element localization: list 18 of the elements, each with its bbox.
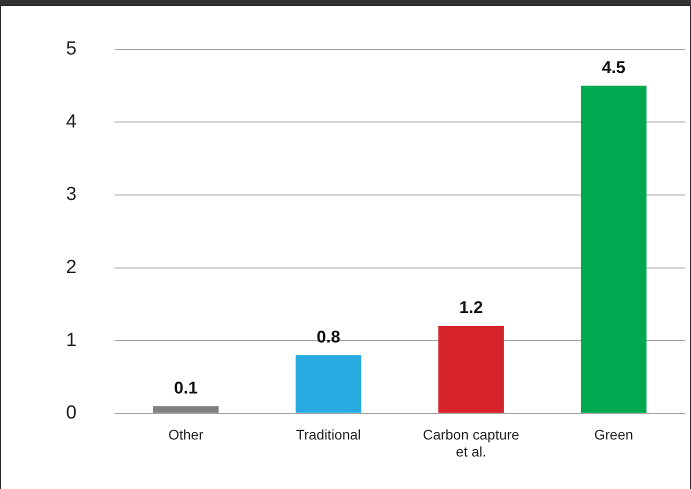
y-tick-label: 5: [66, 38, 77, 60]
bar: [438, 326, 504, 413]
data-label: 4.5: [602, 58, 626, 77]
y-tick-label: 4: [66, 111, 77, 132]
x-tick-label: Other: [168, 426, 204, 443]
data-label: 0.8: [316, 327, 340, 346]
y-tick-label: 2: [66, 257, 77, 278]
bar: [296, 355, 362, 413]
y-tick-label: 3: [66, 184, 77, 206]
x-tick-label: Green: [594, 426, 634, 443]
bar: [580, 86, 646, 413]
bar: [153, 406, 219, 413]
y-tick-label: 1: [66, 330, 77, 351]
data-label: 1.2: [459, 298, 483, 318]
y-tick-label: 0: [66, 402, 77, 424]
data-label: 0.1: [174, 378, 198, 398]
x-tick-label: Carbon capture et al.: [422, 426, 520, 460]
x-tick-label: Traditional: [296, 426, 361, 443]
